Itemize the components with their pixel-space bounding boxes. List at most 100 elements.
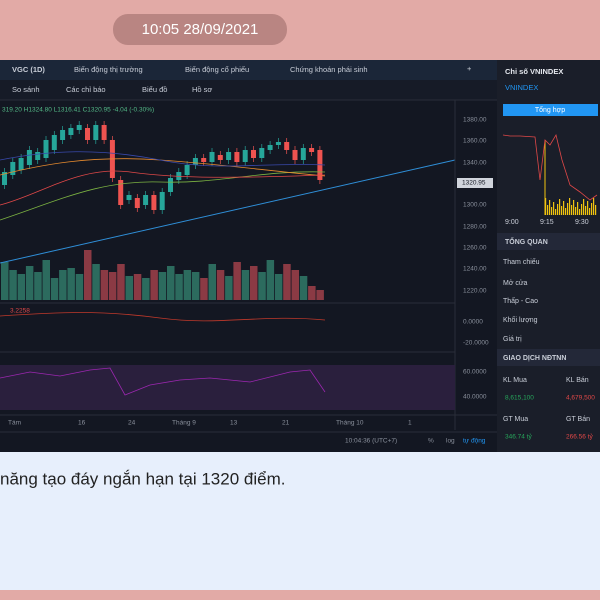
candle — [292, 150, 298, 160]
volume-bar — [167, 266, 175, 300]
index-select[interactable]: VNINDEX — [505, 83, 538, 92]
tab[interactable]: Biến động thị trường — [74, 65, 143, 74]
mini-volume — [581, 204, 583, 215]
overview-row: Khối lượng — [503, 315, 538, 324]
auto-toggle[interactable]: tự động — [463, 438, 486, 445]
volume-bar — [42, 260, 50, 300]
volume-bar — [274, 274, 283, 300]
candle — [242, 150, 248, 162]
volume-bar — [133, 274, 142, 300]
candle — [43, 140, 49, 158]
volume-bar — [59, 270, 67, 300]
tool[interactable]: Biểu đồ — [142, 85, 167, 94]
chart-toolbar — [0, 80, 497, 100]
candle — [60, 130, 66, 140]
candle — [26, 150, 32, 165]
mini-volume — [555, 209, 557, 215]
mini-volume — [593, 198, 595, 215]
label: GT Mua — [503, 416, 528, 423]
tool[interactable]: So sánh — [12, 85, 40, 94]
time-label: 9:30 — [575, 219, 589, 226]
mini-volume — [573, 200, 575, 215]
panel-title: Chỉ số VNINDEX — [505, 67, 563, 76]
mini-volume — [589, 208, 591, 215]
price-label: 1260.00 — [463, 245, 487, 252]
kl-buy: 8,615,100 — [505, 395, 534, 402]
candle — [309, 148, 315, 152]
foreign-header: GIAO DỊCH NĐTNN — [503, 355, 566, 362]
volume-bar — [266, 260, 275, 300]
candle — [151, 195, 157, 210]
volume-bar — [191, 272, 200, 300]
overview-row: Tham chiếu — [503, 257, 540, 266]
mini-volume — [545, 198, 547, 215]
kl-sell: 4,679,500 — [566, 395, 595, 402]
time-label: 9:00 — [505, 219, 519, 226]
volume-bar — [142, 278, 150, 300]
last-price-box — [457, 178, 493, 188]
mini-volume — [577, 202, 579, 215]
volume-bar — [283, 264, 291, 300]
mini-volume — [575, 207, 577, 215]
mini-volume — [567, 203, 569, 215]
mini-volume — [551, 207, 553, 215]
tool[interactable]: Các chỉ báo — [66, 85, 106, 94]
candle — [251, 150, 256, 158]
volume-bar — [50, 278, 59, 300]
volume-bar — [67, 268, 75, 300]
message-bubble — [0, 452, 600, 590]
section-header — [497, 349, 600, 366]
rsi-label: 40.0000 — [463, 394, 487, 401]
mini-volume — [585, 206, 587, 215]
volume-bar — [150, 270, 158, 300]
date-label: Tám — [8, 420, 21, 427]
price-chart — [1, 121, 324, 300]
summary-button-label[interactable]: Tổng hợp — [535, 106, 565, 114]
candle — [226, 152, 232, 160]
ma-line — [0, 171, 326, 221]
status-time: 10:04:36 (UTC+7) — [345, 438, 397, 445]
tool[interactable]: Hồ sơ — [192, 85, 212, 94]
side-panel — [497, 60, 600, 452]
message-text: năng tạo đáy ngắn hạn tại 1320 điểm. — [0, 469, 285, 488]
summary-button[interactable] — [503, 104, 598, 116]
tab[interactable]: Biến động cổ phiếu — [185, 65, 249, 74]
add-button[interactable]: + — [467, 64, 472, 73]
gt-sell: 266.56 tỷ — [566, 434, 593, 441]
candle — [192, 158, 198, 165]
candle — [168, 178, 173, 192]
candle — [209, 152, 215, 162]
candle — [51, 135, 57, 150]
volume-bar — [183, 270, 192, 300]
label: GT Bán — [566, 416, 590, 423]
volume-bar — [233, 262, 241, 300]
price-label: 1280.00 — [463, 224, 487, 231]
symbol[interactable]: VGC (1D) — [12, 65, 45, 74]
section-header — [497, 233, 600, 250]
mini-line — [502, 133, 598, 201]
candle — [259, 148, 265, 158]
mini-volume — [571, 205, 573, 215]
mini-volume — [547, 205, 549, 215]
rsi-band — [0, 365, 455, 410]
candle — [101, 125, 107, 140]
date-label: 21 — [282, 420, 290, 427]
time-label: 9:15 — [540, 219, 554, 226]
volume-bar — [34, 272, 42, 300]
indicator-label: 0.0000 — [463, 319, 483, 326]
candle — [35, 152, 41, 160]
volume-bar — [250, 266, 258, 300]
price-label: 1300.00 — [463, 202, 487, 209]
volume-bar — [108, 272, 117, 300]
percent-toggle[interactable]: % — [428, 438, 434, 445]
ma-line — [0, 151, 326, 167]
tab[interactable]: Chứng khoán phái sinh — [290, 65, 368, 74]
label: KL Mua — [503, 377, 527, 384]
candle — [126, 195, 132, 200]
volume-bar — [25, 266, 34, 300]
candle — [85, 128, 90, 140]
mini-volume — [553, 202, 555, 215]
log-toggle[interactable]: log — [446, 438, 455, 445]
volume-bar — [291, 270, 299, 300]
